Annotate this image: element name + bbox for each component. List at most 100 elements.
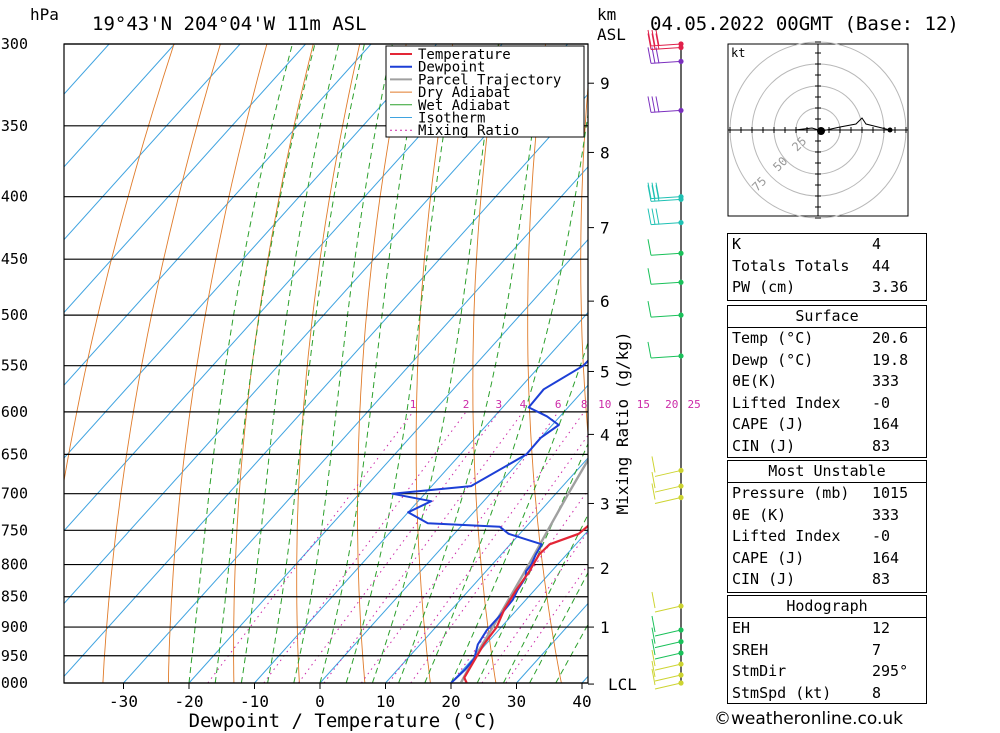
mixing-ratio-line <box>481 530 588 684</box>
wind-barb-shaft <box>654 629 682 637</box>
pressure-tick-label: 300 <box>1 35 28 53</box>
stat-value: 8 <box>872 683 882 702</box>
stat-value: 164 <box>872 415 900 433</box>
wind-barb-feather <box>655 33 660 50</box>
stat-row: StmSpd (kt) 8 <box>728 683 926 705</box>
wind-barb-feather <box>647 185 652 202</box>
wind-barb-shaft <box>650 196 682 200</box>
wind-barb <box>651 627 684 649</box>
isotherm-line <box>64 44 372 386</box>
wind-barb-dot <box>678 196 684 202</box>
wind-barb-feather <box>651 456 656 473</box>
wind-barb-feather <box>651 668 656 686</box>
isotherm-line <box>188 238 588 684</box>
isotherm-line <box>385 457 588 684</box>
wind-barb-shaft <box>654 469 682 477</box>
stat-row: StmDir 295° <box>728 661 926 683</box>
unstable-box-title: Most Unstable <box>728 461 926 483</box>
wind-barb-shaft <box>650 281 682 285</box>
pressure-tick-label: 750 <box>1 521 28 539</box>
wind-barb <box>647 29 684 47</box>
wet-adiabat-line <box>450 341 588 684</box>
stat-label: CAPE (J) <box>732 548 805 567</box>
km-tick-label: 1 <box>600 618 610 637</box>
pressure-tick-label: 600 <box>1 403 28 421</box>
wind-barb-feather <box>651 96 656 113</box>
mixing-ratio-line <box>505 563 588 684</box>
wind-barb-feather <box>647 301 652 318</box>
wind-barb-shaft <box>654 485 682 493</box>
wind-barb <box>651 471 684 493</box>
mixing-ratio-lines <box>207 411 588 684</box>
mixing-ratio-label: 10 <box>598 398 611 411</box>
wind-barb-feather <box>651 660 656 678</box>
wind-barb-feather <box>651 185 656 202</box>
isotherm-line <box>319 384 588 684</box>
isotherm-line <box>64 44 175 168</box>
mixing-ratio-line <box>263 411 467 684</box>
isotherm-line <box>64 93 588 678</box>
legend-entry: Dry Adiabat <box>418 85 511 101</box>
x-tick-label: 0 <box>315 692 325 711</box>
chart-axes: 1 2 3 4 6 8 10 15 20 2530035040045050055060065070… <box>0 35 701 711</box>
wind-barb-feather <box>651 591 656 609</box>
wind-barb-feather <box>651 33 656 50</box>
km-tick-label: 9 <box>600 74 610 93</box>
wind-barb <box>647 208 684 226</box>
wind-barb-feather <box>655 29 660 47</box>
pressure-tick-label: 500 <box>1 306 28 324</box>
pressure-tick-label: 350 <box>1 117 28 135</box>
wind-barb <box>647 96 684 114</box>
wind-barb-shaft <box>654 605 682 613</box>
pressure-tick-label: 400 <box>1 188 28 206</box>
stat-row: Pressure (mb) 1015 <box>728 483 926 505</box>
stat-row: CIN (J) 83 <box>728 569 926 591</box>
pressure-tick-label: 900 <box>1 618 28 636</box>
stat-row: PW (cm) 3.36 <box>728 277 926 299</box>
wind-barb-feather <box>651 29 656 47</box>
isotherm-line <box>64 44 503 532</box>
datetime-title: 04.05.2022 00GMT (Base: 12) <box>650 13 959 35</box>
wind-barb <box>651 668 684 690</box>
wet-adiabat-line <box>502 513 588 684</box>
hodograph-end-marker <box>887 127 893 133</box>
km-tick-label: 5 <box>600 362 610 381</box>
stat-label: θE (K) <box>732 505 787 524</box>
km-tick-label: 2 <box>600 559 610 578</box>
isotherm-line <box>123 166 588 684</box>
wind-barb-shaft <box>650 198 682 202</box>
stat-label: PW (cm) <box>732 278 796 296</box>
hodograph-box-title: Hodograph <box>728 596 926 618</box>
pressure-tick-label: 550 <box>1 357 28 375</box>
stat-row: Totals Totals 44 <box>728 256 926 278</box>
stat-row: CIN (J) 83 <box>728 436 926 458</box>
wind-barb <box>651 615 684 637</box>
mixing-ratio-label: 20 <box>665 398 678 411</box>
x-tick-label: 20 <box>441 692 460 711</box>
plot-frame <box>63 43 589 684</box>
wind-barb-feather <box>651 483 656 500</box>
isotherm-line <box>64 44 306 314</box>
stat-label: EH <box>732 619 751 637</box>
wind-barb-feather <box>647 29 652 47</box>
wet-adiabat-line <box>529 571 588 684</box>
wind-barb <box>647 47 684 65</box>
mixing-ratio-label: 15 <box>637 398 650 411</box>
legend-entry: Dewpoint <box>418 60 485 76</box>
dry-adiabat-line <box>580 81 588 439</box>
wind-barb <box>647 341 684 359</box>
credit-text: ©weatheronline.co.uk <box>714 709 904 729</box>
stat-label: CIN (J) <box>732 436 796 455</box>
mixing-ratio-label: 3 <box>496 398 503 411</box>
isotherm-lines <box>64 44 588 684</box>
stat-row: Lifted Index -0 <box>728 393 926 415</box>
legend-entry: Wet Adiabat <box>418 98 511 114</box>
stat-value: 20.6 <box>872 329 909 347</box>
wind-barb-shaft <box>650 109 682 113</box>
pressure-tick-label: 450 <box>1 250 28 268</box>
mixing-ratio-label: 1 <box>410 398 417 411</box>
stat-label: SREH <box>732 640 769 659</box>
wind-barb-feather <box>651 649 656 667</box>
